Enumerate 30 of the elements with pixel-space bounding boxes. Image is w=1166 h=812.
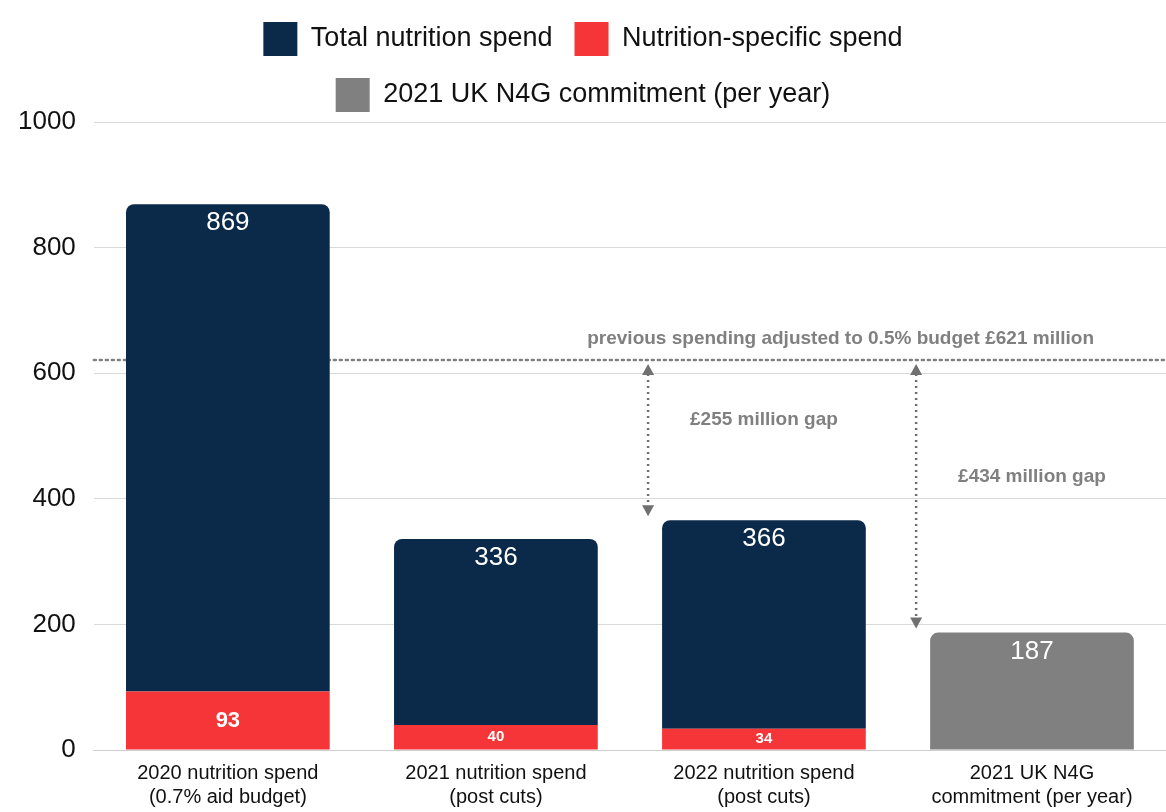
ref-line-label: previous spending adjusted to 0.5% budget £621 million [587, 326, 1094, 348]
bar [394, 724, 598, 750]
total-label: 869 [206, 206, 250, 237]
y-tick-label: 600 [32, 356, 76, 387]
x-tick-label: 2021 UK N4G commitment (per year) [931, 760, 1133, 807]
bar [930, 632, 1134, 750]
y-tick-label: 0 [61, 733, 76, 764]
total-label: 336 [474, 541, 518, 572]
x-tick-label: 2021 nutrition spend (post cuts) [405, 760, 587, 807]
bar [126, 691, 330, 750]
annotation: £434 million gap [958, 464, 1106, 486]
x-tick-label: 2020 nutrition spend (0.7% aid budget) [137, 760, 319, 807]
bar [126, 204, 330, 692]
x-tick-label: 2022 nutrition spend (post cuts) [673, 760, 855, 807]
legend-label: Total nutrition spend [310, 22, 553, 53]
legend-label: Nutrition-specific spend [622, 22, 903, 53]
y-tick-label: 1000 [18, 105, 76, 136]
y-tick-label: 200 [32, 607, 76, 638]
y-tick-label: 800 [32, 230, 76, 261]
bar [662, 520, 866, 729]
annotation: £255 million gap [690, 408, 838, 430]
data-label: 40 [487, 727, 505, 745]
data-label: 93 [215, 706, 241, 732]
bar [662, 728, 866, 750]
bar [394, 538, 598, 725]
y-tick-label: 400 [32, 481, 76, 512]
data-label: 34 [755, 729, 773, 747]
legend-label: 2021 UK N4G commitment (per year) [383, 78, 831, 109]
data-label: 187 [1010, 634, 1054, 665]
total-label: 366 [742, 522, 786, 553]
